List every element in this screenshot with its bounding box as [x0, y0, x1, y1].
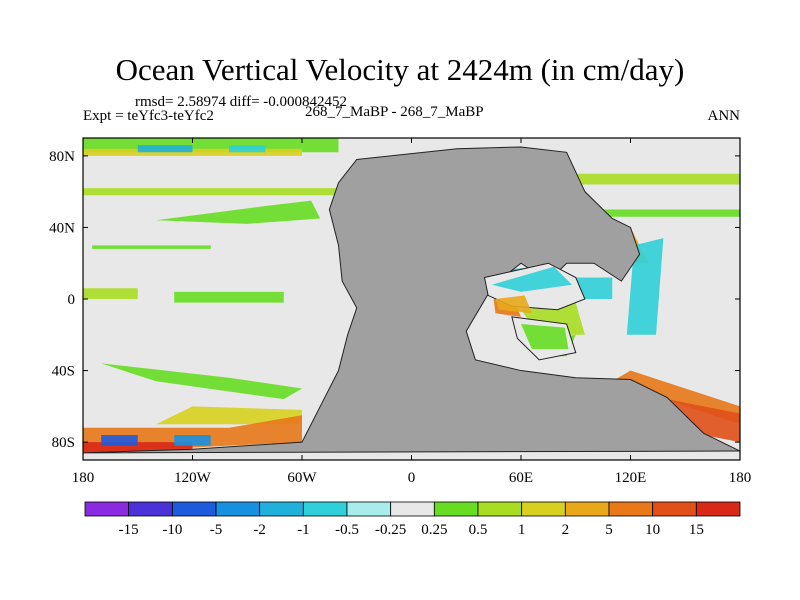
contour-band-16 — [572, 173, 740, 185]
colorbar-label-2: -5 — [210, 522, 223, 538]
contour-band-17 — [572, 209, 740, 217]
colorbar-swatch-11 — [564, 501, 610, 517]
contour-band-3 — [137, 145, 193, 153]
contour-band-10 — [101, 363, 302, 400]
x-tick-label-0: 180 — [72, 470, 95, 486]
colorbar-label-5: -0.5 — [335, 522, 359, 538]
colorbar-label-10: 2 — [562, 522, 570, 538]
inland-band-1 — [491, 266, 573, 292]
x-tick-label-4: 60E — [509, 470, 533, 486]
y-tick-label-0: 80N — [49, 149, 75, 165]
y-tick-label-4: 80S — [52, 435, 75, 451]
x-tick-label-3: 0 — [408, 470, 416, 486]
stats-label: rmsd= 2.58974 diff= -0.000842452 — [135, 94, 348, 110]
y-tick-label-2: 0 — [68, 292, 76, 308]
inland-band-3 — [521, 324, 569, 350]
center-label: 268_7_MaBP - 268_7_MaBP — [305, 104, 484, 120]
colorbar-label-11: 5 — [605, 522, 613, 538]
colorbar-swatch-6 — [346, 501, 392, 517]
contour-band-6 — [156, 200, 321, 224]
y-tick-label-3: 40S — [52, 364, 75, 380]
contour-band-5 — [83, 188, 339, 196]
colorbar-swatch-5 — [302, 501, 348, 517]
colorbar-label-6: -0.25 — [375, 522, 406, 538]
contour-band-11 — [156, 406, 302, 425]
colorbar-swatch-12 — [608, 501, 654, 517]
colorbar-swatch-10 — [521, 501, 566, 517]
contour-band-8 — [83, 288, 138, 299]
colorbar-swatch-0 — [84, 501, 130, 517]
x-tick-label-2: 60W — [287, 470, 317, 486]
y-tick-label-1: 40N — [49, 220, 75, 236]
colorbar-label-1: -10 — [162, 522, 182, 538]
colorbar-swatch-3 — [215, 501, 261, 517]
landmass — [82, 146, 741, 454]
contour-band-14 — [101, 434, 138, 446]
colorbar-swatch-14 — [695, 501, 741, 517]
colorbar-swatch-2 — [171, 501, 217, 517]
contour-band-7 — [92, 245, 211, 249]
colorbar-label-3: -2 — [253, 522, 266, 538]
x-tick-label-6: 180 — [729, 470, 752, 486]
colorbar-label-9: 1 — [518, 522, 526, 538]
colorbar-swatch-4 — [259, 501, 304, 517]
contour-band-4 — [229, 145, 266, 153]
contour-band-19 — [626, 238, 664, 335]
season-label: ANN — [707, 108, 741, 124]
inland-band-2 — [495, 295, 532, 314]
contour-band-9 — [174, 291, 284, 303]
colorbar-swatch-7 — [390, 501, 435, 517]
x-tick-label-1: 120W — [174, 470, 212, 486]
colorbar-label-8: 0.5 — [469, 522, 488, 538]
x-tick-label-5: 120E — [615, 470, 647, 486]
colorbar-label-7: 0.25 — [421, 522, 447, 538]
colorbar-swatch-8 — [433, 501, 479, 517]
colorbar-label-0: -15 — [119, 522, 139, 538]
colorbar-label-12: 10 — [645, 522, 660, 538]
expt-label: Expt = teYfc3-teYfc2 — [83, 108, 214, 124]
colorbar-swatch-1 — [128, 501, 173, 517]
colorbar-swatch-9 — [477, 501, 523, 517]
colorbar-label-13: 15 — [689, 522, 704, 538]
colorbar-swatch-13 — [652, 501, 697, 517]
colorbar-label-4: -1 — [297, 522, 310, 538]
chart-title: Ocean Vertical Velocity at 2424m (in cm/… — [115, 52, 685, 87]
contour-band-15 — [174, 434, 211, 446]
